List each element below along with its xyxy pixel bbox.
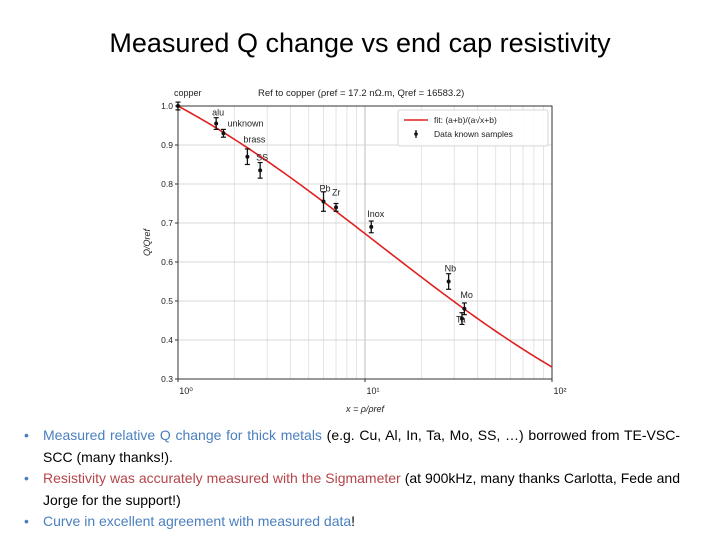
y-tick-label: 1.0	[161, 101, 173, 111]
bullet-2-text: (at 900kHz, many thanks Carlotta, Fede a…	[43, 470, 680, 508]
bullet-1: • Measured relative Q change for thick m…	[20, 425, 680, 468]
chart-title: Ref to copper (ρref = 17.2 nΩ.m, Qref = …	[258, 88, 464, 99]
bullet-2-highlight: Resistivity was accurately measured with…	[43, 470, 405, 486]
x-tick-label: 10⁰	[179, 386, 193, 396]
data-point	[258, 168, 263, 173]
y-tick-label: 0.4	[161, 335, 173, 345]
data-point	[334, 205, 339, 210]
y-tick-label: 0.9	[161, 140, 173, 150]
data-point	[462, 306, 467, 311]
bullet-dot-icon: •	[24, 513, 29, 529]
legend-fit-label: fit: (a+b)/(a√x+b)	[434, 115, 497, 125]
y-tick-label: 0.5	[161, 296, 173, 306]
bullet-1-text: (e.g. Cu, Al, In, Ta, Mo, SS, …) borrowe…	[43, 427, 680, 465]
x-tick-label: 10¹	[366, 386, 379, 396]
y-tick-label: 0.3	[161, 374, 173, 384]
y-tick-label: 0.6	[161, 257, 173, 267]
bullet-3-highlight: Curve in excellent agreement with measur…	[43, 513, 352, 529]
data-point	[369, 224, 374, 229]
bullet-1-highlight: Measured relative Q change for thick met…	[43, 427, 327, 443]
legend-data-label: Data known samples	[434, 129, 513, 139]
y-tick-label: 0.7	[161, 218, 173, 228]
data-point	[245, 154, 250, 159]
data-point	[459, 316, 464, 321]
fit-curve	[177, 105, 553, 368]
bullet-3: • Curve in excellent agreement with meas…	[20, 511, 680, 533]
legend-box	[397, 109, 549, 147]
point-label: Ta	[456, 315, 466, 325]
y-axis-label: Q/Qref	[142, 228, 152, 257]
data-point	[221, 131, 226, 136]
point-label: Pb	[320, 184, 331, 194]
point-label: Mo	[460, 290, 473, 300]
y-tick-label: 0.8	[161, 179, 173, 189]
data-point	[321, 199, 326, 204]
point-label: Inox	[367, 209, 385, 219]
point-label: copper	[174, 88, 202, 98]
bullet-list: • Measured relative Q change for thick m…	[20, 425, 680, 533]
bullet-dot-icon: •	[24, 427, 29, 443]
x-axis-label: x = ρ/ρref	[345, 404, 386, 414]
data-point	[446, 279, 451, 284]
point-label: Nb	[445, 264, 457, 274]
point-label: unknown	[227, 118, 263, 128]
q-vs-resistivity-chart: 0.3 0.4 0.5 0.6 0.7 0.8 0.9 1.0 10⁰ 10¹ 10² x = ρ/ρ…	[142, 88, 567, 414]
bullet-3-text: !	[351, 513, 356, 529]
point-label: Zr	[332, 187, 341, 197]
x-tick-label: 10²	[553, 386, 566, 396]
bullet-2: • Resistivity was accurately measured wi…	[20, 468, 680, 511]
bullet-dot-icon: •	[24, 470, 29, 486]
data-point	[214, 121, 219, 126]
point-label: brass	[243, 135, 266, 145]
legend-data-marker	[414, 132, 418, 136]
point-label: SS	[256, 152, 268, 162]
data-point	[176, 104, 180, 108]
slide-title: Measured Q change vs end cap resistivity	[109, 28, 611, 58]
point-label: alu	[212, 108, 224, 118]
